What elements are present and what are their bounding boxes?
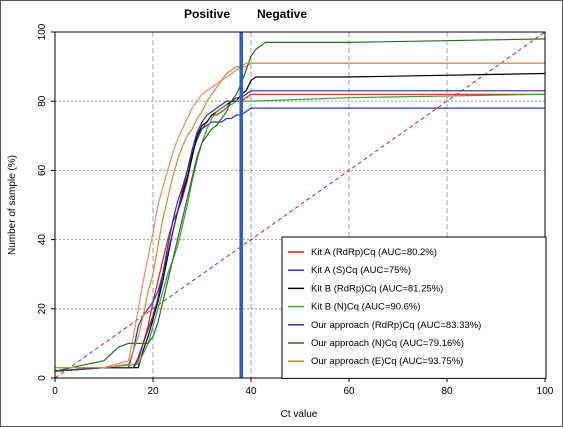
y-tick-label: 40 <box>37 234 48 246</box>
legend-entry: Kit B (RdRp)Cq (AUC=81.25%) <box>311 283 443 294</box>
x-tick-label: 80 <box>441 386 453 397</box>
legend-entry: Our approach (RdRp)Cq (AUC=83.33%) <box>311 320 481 331</box>
x-tick-label: 20 <box>147 386 159 397</box>
y-tick-label: 20 <box>37 303 48 315</box>
series-line-5 <box>54 38 546 372</box>
series-line-2 <box>54 72 546 372</box>
y-tick-label: 60 <box>37 164 48 176</box>
x-tick-label: 100 <box>537 386 554 397</box>
legend-entry: Our approach (N)Cq (AUC=79.16%) <box>311 338 464 349</box>
tick-labels: 0 20 40 60 80 100 0 20 40 60 80 100 <box>37 23 554 397</box>
y-tick-label: 80 <box>37 95 48 107</box>
series-line-4 <box>54 90 545 372</box>
legend-box <box>281 236 547 379</box>
x-axis-label: Ct value <box>281 409 318 420</box>
legend-entry: Our approach (E)Cq (AUC=93.75%) <box>311 356 463 367</box>
legend: Kit A (RdRp)Cq (AUC=80.2%) Kit A (S)Cq (A… <box>281 236 547 379</box>
legend-entry: Kit A (S)Cq (AUC=75%) <box>311 265 411 276</box>
x-tick-label: 60 <box>343 386 355 397</box>
series-lines <box>54 38 546 372</box>
series-line-6 <box>55 62 545 369</box>
legend-entry: Kit B (N)Cq (AUC=90.6%) <box>311 302 421 313</box>
y-axis-label: Number of sample (%) <box>7 155 18 255</box>
y-tick-label: 0 <box>37 375 48 381</box>
x-tick-label: 0 <box>52 386 58 397</box>
extra-line-0 <box>55 62 545 369</box>
legend-entry: Kit A (RdRp)Cq (AUC=80.2%) <box>311 247 437 258</box>
x-tick-label: 40 <box>245 386 257 397</box>
positive-label: Positive <box>184 7 230 21</box>
negative-label: Negative <box>257 7 307 21</box>
y-tick-label: 100 <box>37 23 48 40</box>
series-line-3 <box>54 93 546 372</box>
